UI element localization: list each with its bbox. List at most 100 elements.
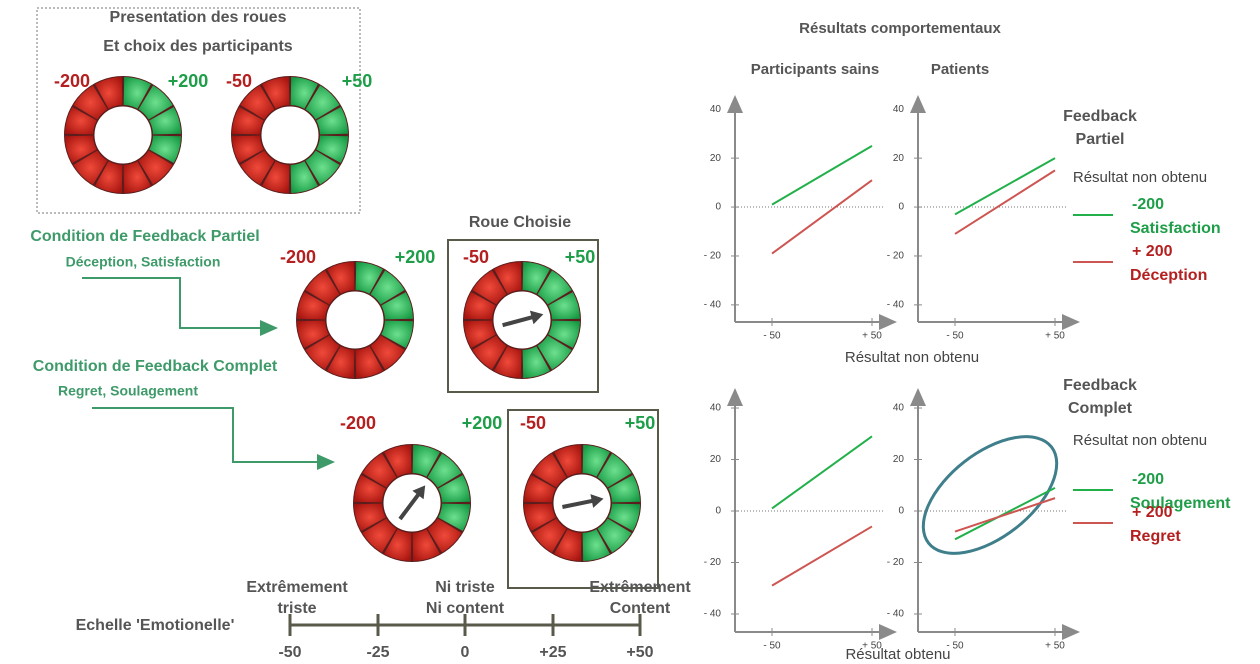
wheel-segment bbox=[608, 503, 640, 531]
wheel-segment bbox=[472, 335, 507, 370]
wheel-segment bbox=[427, 518, 462, 553]
wheel-loss-label: -50 bbox=[520, 413, 546, 433]
presentation-box bbox=[36, 7, 361, 214]
legend-label: Regret bbox=[1130, 528, 1181, 545]
wheel-segment bbox=[554, 529, 582, 561]
wheel-segment bbox=[548, 320, 580, 348]
legend-label: -200 bbox=[1132, 471, 1164, 488]
wheel-arrow bbox=[502, 314, 537, 328]
series-line bbox=[771, 525, 873, 587]
legend-label: + 200 bbox=[1132, 504, 1173, 521]
wheel-loss-label: -200 bbox=[280, 247, 316, 267]
wheel-segment bbox=[138, 85, 173, 120]
x-tick-label: + 50 bbox=[862, 331, 882, 342]
legend-title: Complet bbox=[1068, 400, 1133, 417]
wheel-segment bbox=[384, 445, 412, 477]
wheel-segment bbox=[95, 77, 123, 109]
wheel-loss-label: -200 bbox=[340, 413, 376, 433]
condition-subtitle: Regret, Soulagement bbox=[58, 383, 198, 399]
condition-title: Condition de Feedback Complet bbox=[33, 358, 278, 375]
y-tick-label: - 20 bbox=[887, 557, 905, 568]
wheel-segment bbox=[537, 335, 572, 370]
y-tick-label: - 40 bbox=[887, 609, 905, 620]
wheel-segment bbox=[412, 445, 440, 477]
y-tick-label: 20 bbox=[710, 454, 722, 465]
series-line bbox=[954, 497, 1056, 533]
wheel-gain-label: +200 bbox=[168, 71, 209, 91]
wheel-segment bbox=[427, 453, 462, 488]
wheel-segment bbox=[381, 292, 413, 320]
wheel-segment bbox=[412, 529, 440, 561]
wheel-arrow bbox=[562, 498, 597, 509]
wheel-segment bbox=[240, 85, 275, 120]
scale-tick-label: 0 bbox=[461, 644, 470, 661]
chart-title: Participants sains bbox=[751, 61, 879, 78]
y-tick-label: 20 bbox=[710, 153, 722, 164]
wheel-segment bbox=[73, 150, 108, 185]
scale-anchor: Ni content bbox=[426, 600, 505, 617]
wheel-segment bbox=[316, 135, 348, 163]
y-tick-label: 40 bbox=[710, 403, 722, 414]
series-line bbox=[954, 169, 1056, 235]
wheel-hub bbox=[325, 290, 385, 350]
series-line bbox=[771, 179, 873, 255]
legend-title: Feedback bbox=[1063, 108, 1137, 125]
y-tick-label: 0 bbox=[715, 202, 721, 213]
y-tick-label: - 40 bbox=[704, 609, 722, 620]
wheel-segment bbox=[608, 475, 640, 503]
series-line bbox=[954, 486, 1056, 541]
wheel-segment bbox=[355, 346, 383, 378]
condition-title: Condition de Feedback Partiel bbox=[30, 228, 259, 245]
wheel-segment bbox=[370, 270, 405, 305]
series-line bbox=[771, 435, 873, 510]
x-axis-label: Résultat non obtenu bbox=[845, 349, 979, 366]
wheel-segment bbox=[537, 270, 572, 305]
wheel-segment bbox=[370, 335, 405, 370]
wheel-segment bbox=[532, 518, 567, 553]
x-tick-label: - 50 bbox=[763, 641, 781, 652]
x-tick-label: + 50 bbox=[1045, 331, 1065, 342]
scale-anchor: Extrêmement bbox=[246, 579, 348, 596]
wheel-gain-label: +50 bbox=[565, 247, 596, 267]
wheel-gain-label: +50 bbox=[342, 71, 373, 91]
scale-label: Echelle 'Emotionelle' bbox=[76, 617, 235, 634]
legend-title: Feedback bbox=[1063, 377, 1137, 394]
wheel-segment bbox=[95, 161, 123, 193]
legend-subtitle: Résultat non obtenu bbox=[1073, 432, 1207, 449]
wheel-segment bbox=[305, 270, 340, 305]
wheel-segment bbox=[597, 453, 632, 488]
scale-tick-label: -50 bbox=[278, 644, 301, 661]
wheel-segment bbox=[524, 475, 556, 503]
connector bbox=[82, 277, 278, 336]
wheel-segment bbox=[290, 161, 318, 193]
wheel-segment bbox=[305, 335, 340, 370]
wheel-segment bbox=[262, 161, 290, 193]
legend-label: Déception bbox=[1130, 267, 1207, 284]
wheel-segment bbox=[362, 453, 397, 488]
y-tick-label: 40 bbox=[893, 104, 905, 115]
x-tick-label: - 50 bbox=[946, 641, 964, 652]
wheel-segment bbox=[290, 77, 318, 109]
wheel-segment bbox=[240, 150, 275, 185]
wheel-segment bbox=[123, 161, 151, 193]
wheel-segment bbox=[65, 135, 97, 163]
wheel-segment bbox=[73, 85, 108, 120]
wheel-segment bbox=[232, 135, 264, 163]
legend-label: Satisfaction bbox=[1130, 220, 1221, 237]
wheel-arrow-head bbox=[529, 310, 544, 325]
wheel-segment bbox=[297, 320, 329, 348]
y-tick-label: - 20 bbox=[704, 251, 722, 262]
y-tick-label: - 20 bbox=[887, 251, 905, 262]
wheel-segment bbox=[494, 346, 522, 378]
legend-title: Partiel bbox=[1076, 131, 1125, 148]
y-tick-label: 20 bbox=[893, 454, 905, 465]
wheel-segment bbox=[65, 107, 97, 135]
wheel-segment bbox=[464, 292, 496, 320]
wheel-segment bbox=[494, 262, 522, 294]
legend-label: -200 bbox=[1132, 196, 1164, 213]
wheel-gain-label: +200 bbox=[462, 413, 503, 433]
scale-tick-label: -25 bbox=[366, 644, 389, 661]
scale-tick-label: +50 bbox=[626, 644, 653, 661]
